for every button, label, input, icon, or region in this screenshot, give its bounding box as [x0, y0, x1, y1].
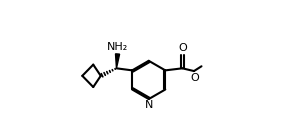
Text: N: N [145, 100, 153, 110]
Text: NH₂: NH₂ [107, 42, 128, 52]
Text: O: O [178, 43, 187, 53]
Polygon shape [116, 54, 120, 68]
Text: O: O [190, 73, 199, 83]
